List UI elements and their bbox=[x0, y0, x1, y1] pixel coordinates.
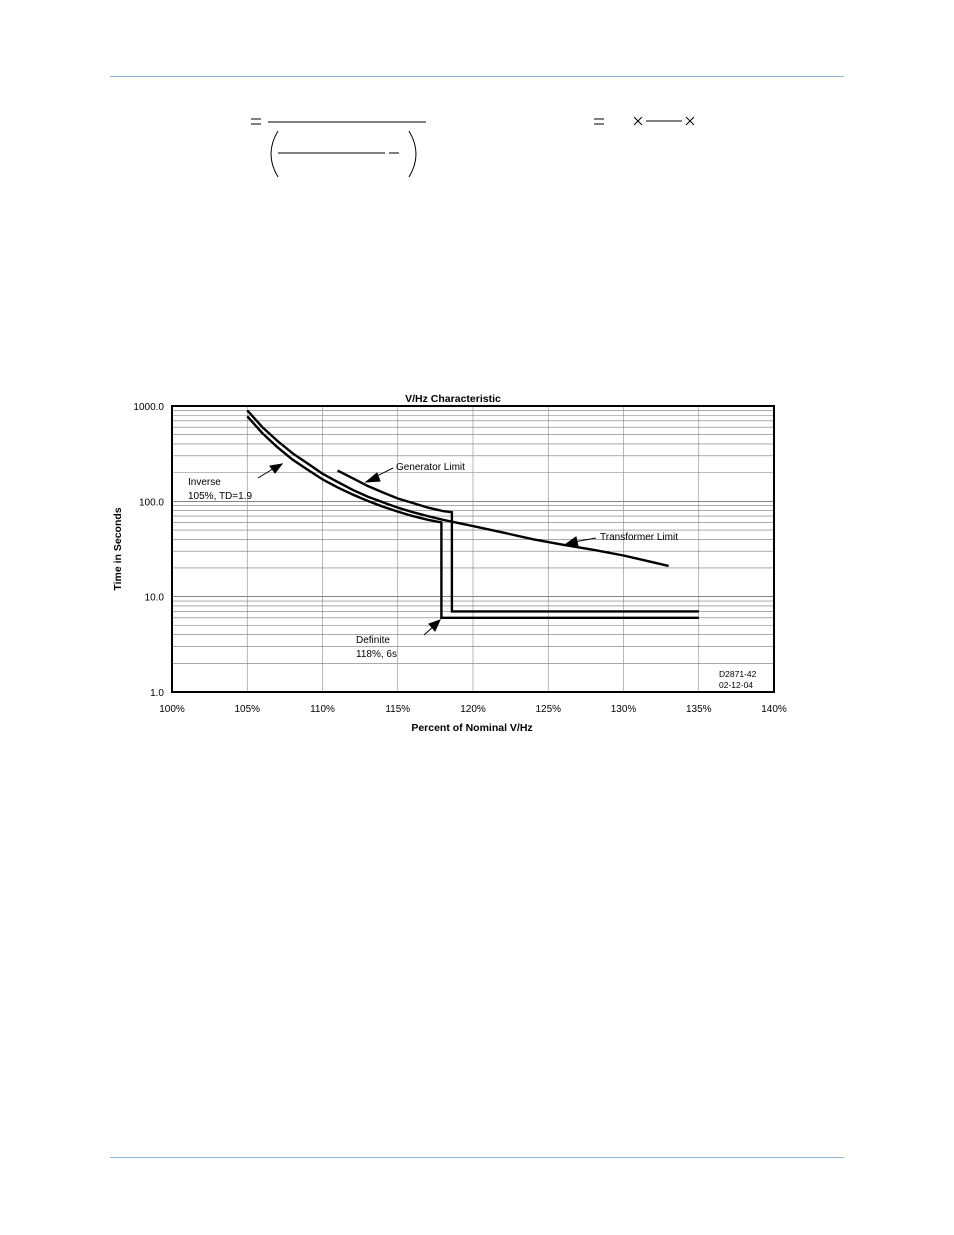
x-tick-label: 105% bbox=[234, 704, 260, 715]
drawing-id: D2871-42 bbox=[719, 669, 757, 679]
chart-title: V/Hz Characteristic bbox=[405, 393, 501, 405]
annotation-arrows bbox=[257, 463, 597, 636]
x-tick-label: 100% bbox=[159, 704, 185, 715]
y-tick-label: 1000.0 bbox=[133, 402, 164, 413]
y-tick-label: 100.0 bbox=[139, 497, 164, 508]
header-rule bbox=[110, 76, 844, 77]
plot-frame bbox=[171, 405, 775, 693]
x-tick-label: 135% bbox=[686, 704, 712, 715]
annotations: Inverse 105%, TD=1.9 Generator Limit Tra… bbox=[188, 462, 757, 690]
x-tick-label: 110% bbox=[310, 704, 335, 715]
left-parenthesis bbox=[270, 130, 279, 178]
x-axis-tick-labels: 100% 105% 110% 115% 120% 125% 130% 135% 140% bbox=[159, 704, 787, 715]
equation-left bbox=[251, 118, 426, 178]
definite-annotation-line2: 118%, 6s bbox=[356, 649, 397, 660]
transformer-arrow-head bbox=[564, 536, 579, 547]
inverse-annotation-line1: Inverse bbox=[188, 477, 221, 488]
transformer-limit-label: Transformer Limit bbox=[600, 532, 678, 543]
inverse-arrow-head bbox=[269, 463, 284, 474]
grid bbox=[171, 405, 775, 693]
x-axis-label: Percent of Nominal V/Hz bbox=[411, 722, 532, 734]
x-tick-label: 120% bbox=[460, 704, 486, 715]
generator-limit-line bbox=[337, 469, 699, 613]
transformer-arrow-shaft bbox=[573, 537, 597, 543]
y-axis-tick-labels: 1.0 10.0 100.0 1000.0 bbox=[133, 402, 164, 699]
inverse-definite-line bbox=[246, 415, 699, 619]
y-tick-label: 1.0 bbox=[150, 688, 164, 699]
series bbox=[246, 409, 699, 619]
x-tick-label: 140% bbox=[761, 704, 787, 715]
drawing-date: 02-12-04 bbox=[719, 680, 753, 690]
right-parenthesis bbox=[408, 130, 417, 178]
transformer-limit-line bbox=[246, 409, 669, 568]
formula-area bbox=[251, 116, 695, 178]
y-tick-label: 10.0 bbox=[145, 593, 165, 604]
definite-annotation-line1: Definite bbox=[356, 635, 390, 646]
x-tick-label: 115% bbox=[385, 704, 410, 715]
generator-limit-label: Generator Limit bbox=[396, 462, 465, 473]
footer-rule bbox=[110, 1157, 844, 1158]
times-sign-1b bbox=[633, 116, 643, 126]
inverse-annotation-line2: 105%, TD=1.9 bbox=[188, 491, 252, 502]
equation-right bbox=[594, 116, 695, 126]
x-tick-label: 125% bbox=[535, 704, 561, 715]
x-tick-label: 130% bbox=[611, 704, 637, 715]
times-sign-2b bbox=[685, 116, 695, 126]
definite-arrow-head bbox=[428, 619, 441, 632]
y-axis-label: Time in Seconds bbox=[112, 507, 124, 590]
generator-arrow-head bbox=[364, 472, 381, 483]
